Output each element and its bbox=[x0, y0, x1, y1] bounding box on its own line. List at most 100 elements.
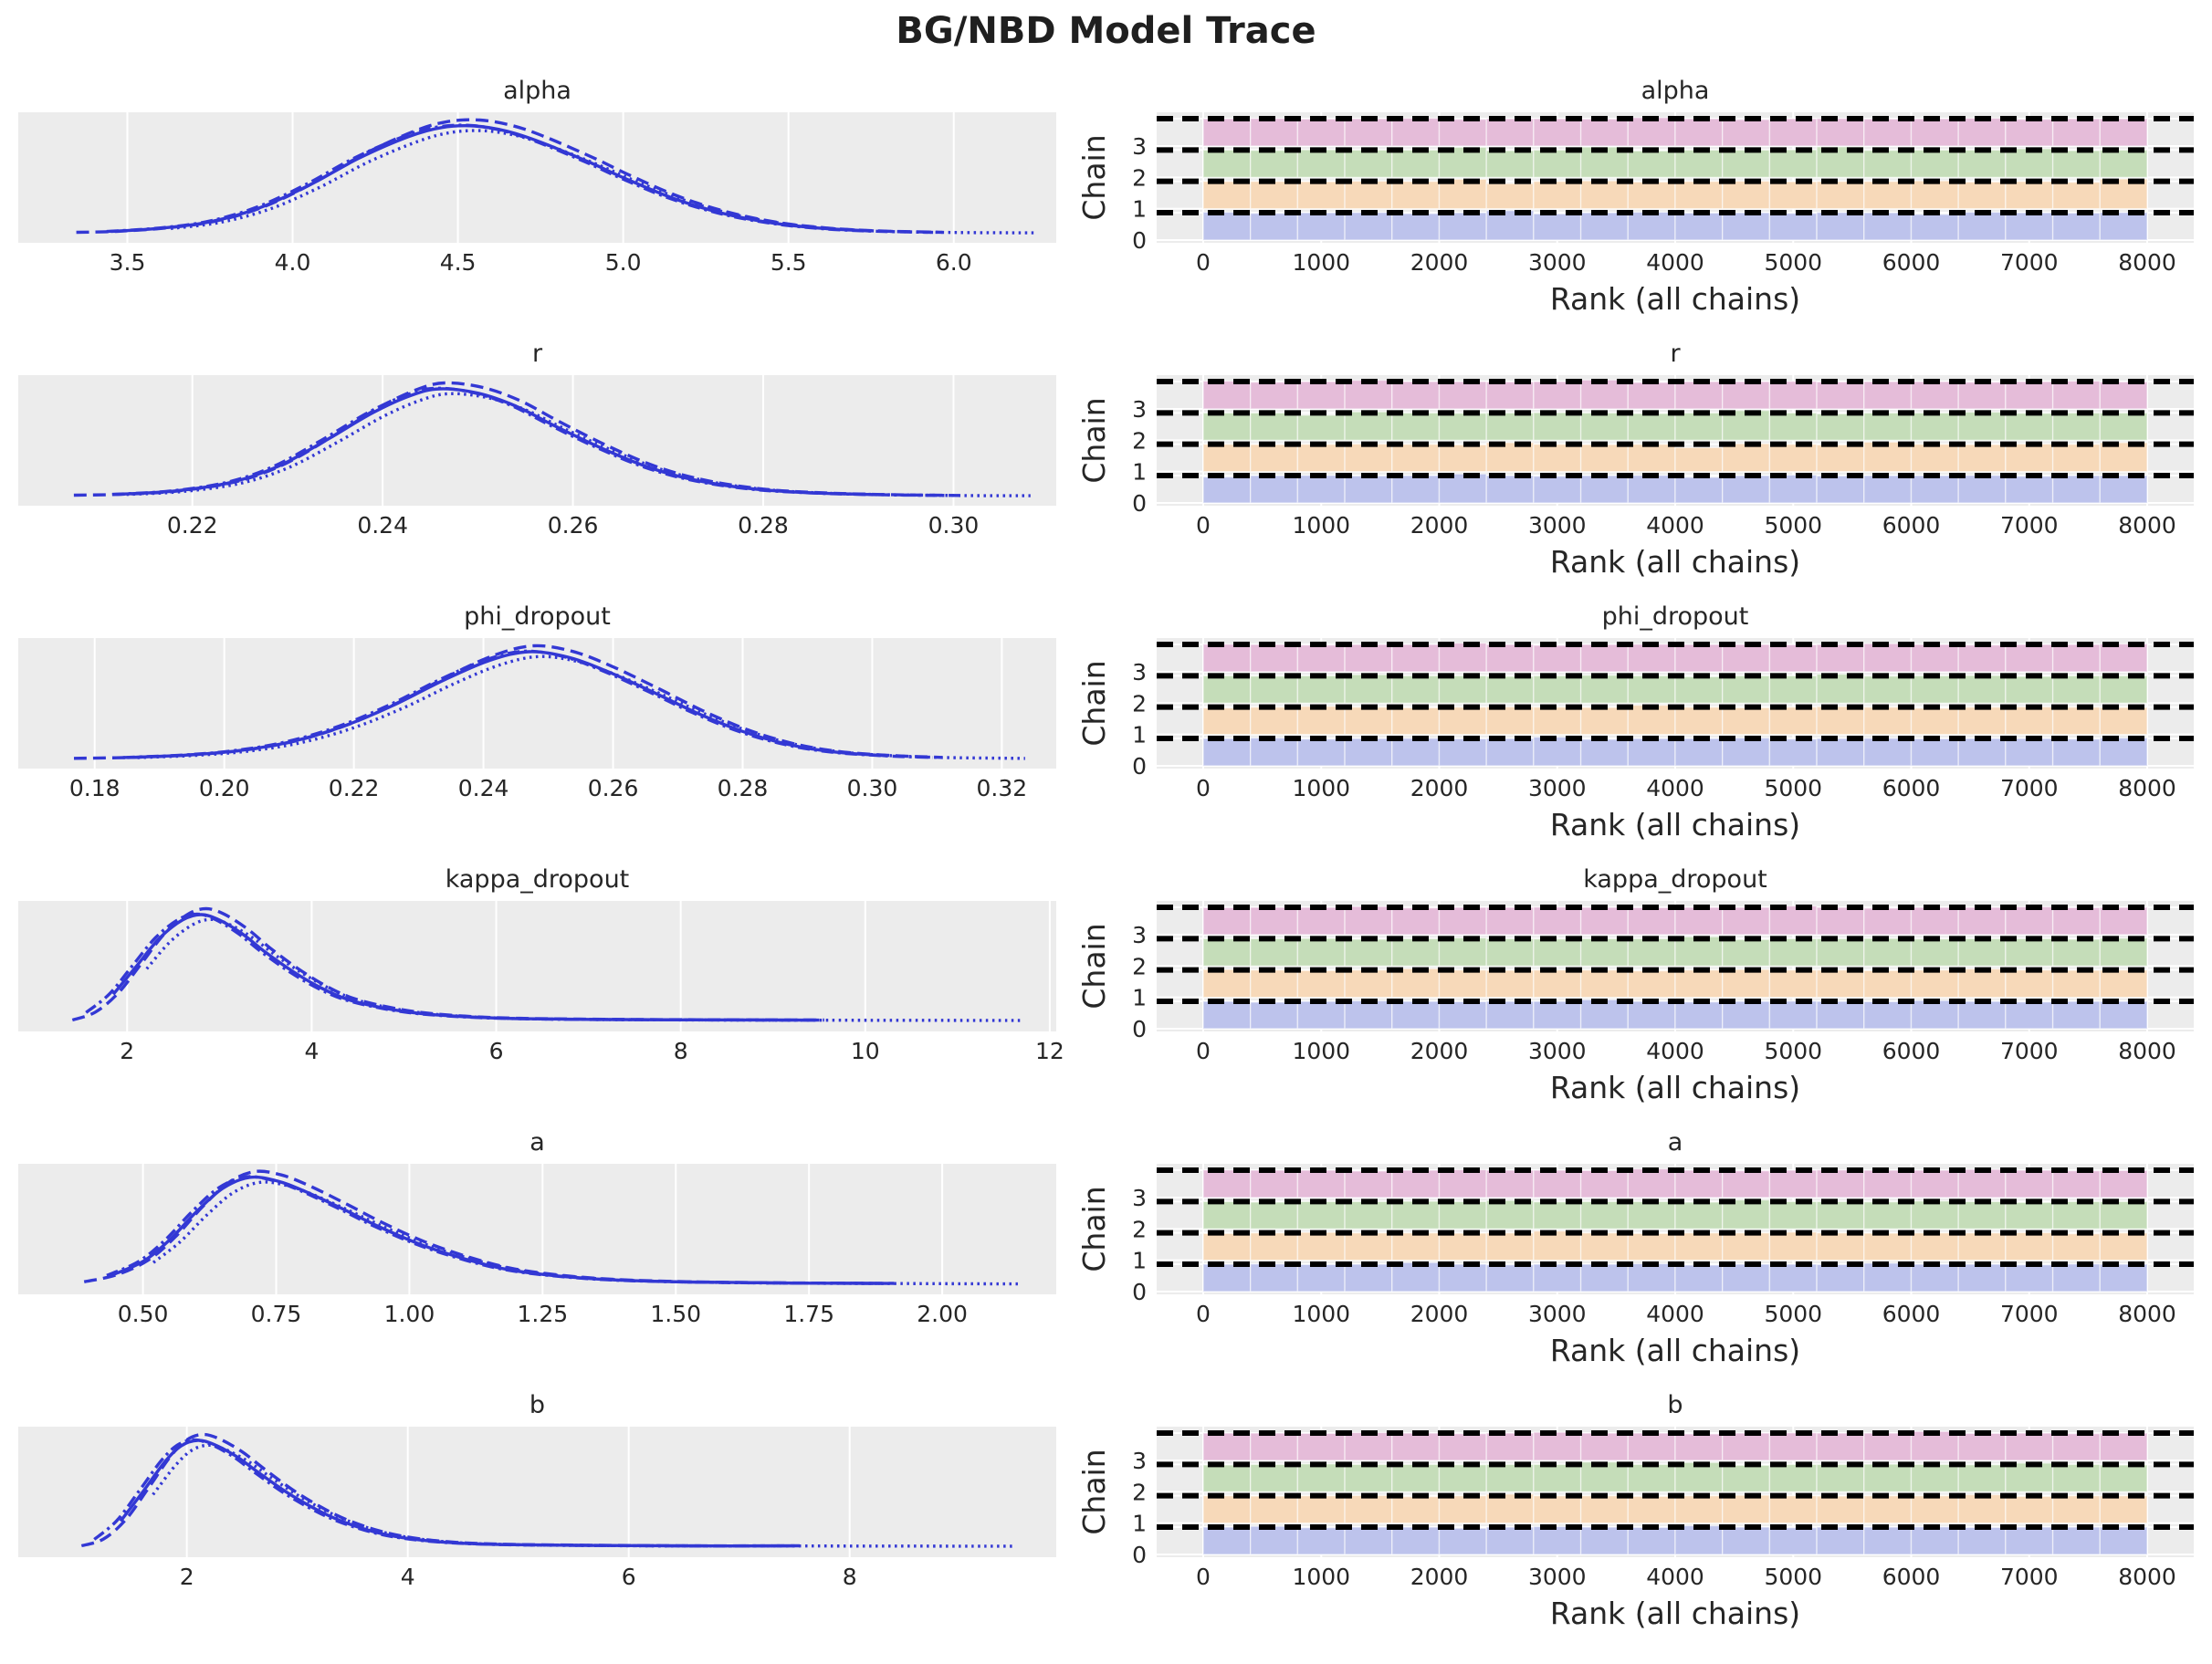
rank-bin bbox=[1863, 1000, 1913, 1030]
rank-bin bbox=[1722, 1263, 1771, 1292]
rank-bin bbox=[1768, 1494, 1818, 1524]
rank-bin bbox=[1202, 738, 1252, 767]
rank-plot-r: 0 1000 2000 3000 4000 5000 6000 7000 8000 0 1 2 3 r Ra… bbox=[1076, 340, 2194, 580]
rank-bin bbox=[1579, 1432, 1629, 1461]
rank-bin bbox=[1816, 211, 1865, 241]
rank-bin bbox=[1249, 706, 1299, 736]
density-cell-phi_dropout: 0.18 0.20 0.22 0.24 0.26 0.28 0.30 0.32 phi_drop… bbox=[0, 581, 1059, 843]
rank-bin bbox=[1816, 1200, 1865, 1230]
rank-bin bbox=[1391, 706, 1441, 736]
rank-bin bbox=[1768, 1526, 1818, 1555]
rank-bin bbox=[1957, 149, 2007, 179]
y-tick-label: 3 bbox=[1132, 1448, 1147, 1474]
x-tick-label: 8 bbox=[674, 1038, 688, 1064]
rank-bin bbox=[1722, 1000, 1771, 1030]
rank-bin bbox=[1816, 673, 1865, 705]
rank-bin bbox=[1627, 382, 1676, 410]
rank-bin bbox=[2051, 1232, 2101, 1261]
rank-bin bbox=[1391, 1000, 1441, 1030]
rank-bin bbox=[1533, 1525, 1582, 1555]
subplot-title: alpha bbox=[1641, 77, 1710, 105]
rank-bin bbox=[1768, 706, 1818, 736]
x-tick-label: 8000 bbox=[2118, 1564, 2176, 1590]
rank-bin bbox=[1344, 475, 1393, 504]
rank-bin bbox=[1202, 412, 1252, 442]
rank-bin bbox=[1910, 381, 1959, 410]
rank-bin bbox=[1627, 1432, 1676, 1461]
x-tick-label: 12 bbox=[1035, 1038, 1064, 1064]
x-tick-label: 7000 bbox=[2000, 512, 2059, 539]
rank-bars-chain-0 bbox=[1202, 1524, 2148, 1555]
rank-bin bbox=[2099, 149, 2148, 179]
rank-bin bbox=[1202, 118, 1252, 147]
y-tick-label: 2 bbox=[1132, 953, 1147, 979]
rank-bin bbox=[1533, 213, 1582, 241]
kde-curve-chain-3 bbox=[145, 917, 1023, 1022]
rank-bin bbox=[1910, 1463, 1959, 1493]
rank-bin bbox=[1957, 906, 2007, 936]
x-tick-label: 7000 bbox=[2000, 1038, 2059, 1064]
kde-curve-chain-3 bbox=[126, 392, 1031, 497]
rank-bin bbox=[1438, 906, 1487, 936]
x-tick-label: 0 bbox=[1196, 1038, 1211, 1064]
rank-bin bbox=[1579, 968, 1629, 999]
rank-bin bbox=[1768, 999, 1818, 1030]
rank-bin bbox=[1768, 905, 1818, 936]
rank-bin bbox=[1910, 180, 1959, 210]
rank-bin bbox=[1674, 1000, 1724, 1030]
rank-bin bbox=[1674, 476, 1724, 504]
rank-bin bbox=[1533, 180, 1582, 210]
x-tick-label: 0.75 bbox=[251, 1301, 302, 1327]
rank-bin bbox=[2051, 906, 2101, 936]
rank-bin bbox=[1202, 675, 1252, 705]
x-tick-label: 0.26 bbox=[588, 775, 639, 801]
rank-bin bbox=[1722, 180, 1771, 210]
rank-bin bbox=[2099, 475, 2148, 504]
rank-bin bbox=[1768, 644, 1818, 673]
x-tick-label: 1000 bbox=[1292, 1038, 1350, 1064]
rank-bin bbox=[1485, 412, 1535, 442]
rank-bin bbox=[1768, 474, 1818, 504]
rank-bin bbox=[1768, 1432, 1818, 1461]
rank-bin bbox=[1816, 1000, 1865, 1030]
rank-bin bbox=[1910, 906, 1959, 936]
x-tick-label: 5000 bbox=[1764, 512, 1822, 539]
rank-bin bbox=[2051, 938, 2101, 968]
plot-background bbox=[18, 901, 1056, 1031]
rank-bin bbox=[1202, 1432, 1252, 1461]
rank-bin bbox=[1438, 1000, 1487, 1030]
rank-bin bbox=[2051, 443, 2101, 473]
x-tick-label: 1000 bbox=[1292, 1301, 1350, 1327]
rank-bin bbox=[1863, 706, 1913, 736]
rank-bin bbox=[1816, 475, 1865, 504]
rank-bin bbox=[1768, 675, 1818, 705]
plot-background bbox=[18, 375, 1056, 506]
rank-bin bbox=[1485, 1432, 1535, 1461]
rank-bars-chain-1 bbox=[1202, 1493, 2148, 1524]
rank-bin bbox=[1202, 1494, 1252, 1524]
kde-curve-chain-3 bbox=[152, 1443, 1015, 1548]
rank-bin bbox=[1438, 212, 1487, 241]
rank-bin bbox=[1296, 738, 1346, 767]
rank-bars-chain-2 bbox=[1202, 146, 2148, 179]
rank-bin bbox=[1722, 1231, 1771, 1261]
rank-bin bbox=[2099, 1169, 2148, 1198]
rank-bin bbox=[1910, 475, 1959, 504]
rank-cell-b: 0 1000 2000 3000 4000 5000 6000 7000 8000 0 1 2 3 b Ra… bbox=[1059, 1369, 2212, 1632]
rank-bin bbox=[1910, 443, 1959, 473]
rank-bin bbox=[1438, 1494, 1487, 1524]
x-tick-label: 1000 bbox=[1292, 249, 1350, 276]
rank-bin bbox=[1627, 474, 1676, 504]
rank-bin bbox=[2005, 675, 2054, 705]
x-axis-label: Rank (all chains) bbox=[1550, 1333, 1800, 1368]
rank-bin bbox=[1249, 381, 1299, 410]
y-tick-label: 1 bbox=[1132, 196, 1147, 223]
rank-bin bbox=[1722, 149, 1771, 179]
rank-bin bbox=[1438, 1263, 1487, 1292]
rank-bars-chain-2 bbox=[1202, 673, 2148, 705]
rank-bin bbox=[1674, 936, 1724, 968]
rank-bin bbox=[1579, 999, 1629, 1030]
rank-bin bbox=[2051, 181, 2101, 210]
rank-bin bbox=[1722, 1432, 1771, 1461]
plot-background bbox=[18, 638, 1056, 769]
